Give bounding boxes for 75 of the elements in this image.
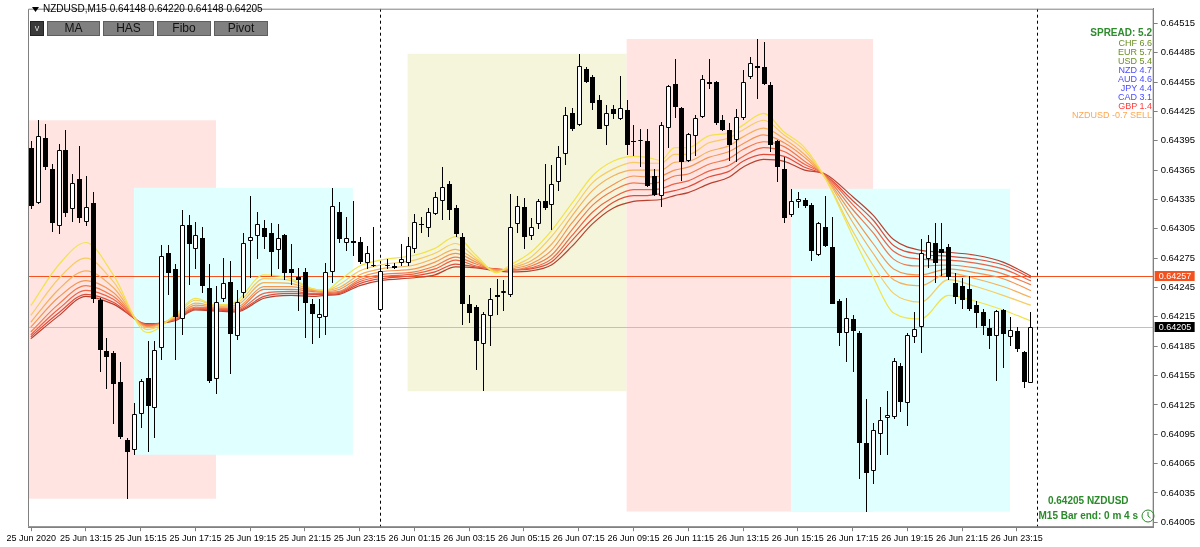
x-tick-label: 26 Jun 11:15 — [662, 533, 714, 544]
candlestick — [385, 259, 390, 269]
x-tick-label: 25 Jun 21:15 — [278, 533, 331, 544]
y-tick-label: 0.64095 — [1160, 427, 1195, 439]
y-tick-label: 0.64305 — [1160, 222, 1195, 234]
x-tick-label: 25 Jun 23:15 — [333, 533, 386, 544]
x-tick-label: 26 Jun 09:15 — [607, 533, 660, 544]
y-tick-label: 0.64485 — [1160, 46, 1195, 58]
y-tick-label: 0.64425 — [1160, 105, 1195, 117]
annotation: 0.64205 NZDUSD — [1046, 494, 1130, 508]
x-tick-label: 26 Jun 15:15 — [771, 533, 824, 544]
chart-title: NZDUSD,M15 0.64148 0.64220 0.64148 0.64205 — [43, 3, 263, 15]
annotation: Pivot — [227, 21, 255, 35]
annotation: SPREAD: 5.2 — [1089, 27, 1152, 39]
annotation: v — [34, 22, 40, 35]
annotation: NZD 4.7 — [1117, 65, 1152, 75]
y-tick-label: 0.64065 — [1160, 457, 1195, 469]
annotation: Fibo — [172, 21, 196, 35]
x-tick-label: 25 Jun 19:15 — [224, 533, 277, 544]
annotation: JPY 4.4 — [1119, 83, 1152, 93]
x-tick-label: 26 Jun 05:15 — [497, 533, 551, 544]
candlestick — [755, 39, 760, 99]
y-tick-label: 0.64215 — [1160, 310, 1195, 322]
ref-line-label: 0.64257 — [1158, 270, 1192, 281]
button[interactable]: Pivot — [214, 21, 268, 36]
y-tick-label: 0.64455 — [1160, 75, 1195, 87]
candlestick — [351, 201, 356, 256]
y-tick-label: 0.64185 — [1160, 339, 1195, 351]
candlestick — [638, 129, 643, 167]
annotation: USD 5.4 — [1117, 56, 1152, 66]
y-tick-label: 0.64125 — [1160, 398, 1195, 410]
button[interactable]: HAS — [103, 21, 154, 36]
candlestick — [885, 391, 890, 455]
y-tick-label: 0.64155 — [1160, 369, 1195, 381]
y-tick-label: 0.64515 — [1160, 17, 1195, 28]
ref-line-label: 0.64205 — [1158, 321, 1192, 332]
annotation: GBP 1.4 — [1117, 101, 1152, 111]
x-tick-label: 25 Jun 15:15 — [114, 533, 167, 544]
annotation: M15 Bar end: 0 m 4 s — [1038, 509, 1138, 523]
annotation: CAD 3.1 — [1117, 92, 1152, 102]
x-tick-label: 26 Jun 17:15 — [826, 533, 879, 544]
candlestick — [495, 279, 500, 315]
button[interactable]: MA — [47, 21, 100, 36]
y-tick-label: 0.64335 — [1160, 193, 1195, 205]
x-tick-label: 26 Jun 03:15 — [443, 533, 496, 544]
candlestick — [501, 280, 506, 311]
x-tick-label: 25 Jun 2020 — [6, 533, 56, 544]
y-tick-label: 0.64275 — [1160, 251, 1195, 263]
y-tick-label: 0.64395 — [1160, 134, 1195, 146]
candlestick — [419, 217, 424, 233]
y-tick-label: 0.64245 — [1160, 281, 1195, 293]
x-tick-label: 26 Jun 07:15 — [552, 533, 605, 544]
annotation: CHF 6.6 — [1117, 38, 1152, 48]
x-tick-label: 26 Jun 01:15 — [388, 533, 441, 544]
annotation: HAS — [116, 21, 141, 35]
candlestick — [289, 244, 294, 285]
annotation: AUD 4.6 — [1117, 74, 1152, 84]
annotation: NZDUSD -0.7 SELL — [1071, 110, 1152, 120]
candlestick — [371, 227, 376, 267]
annotation: EUR 5.7 — [1117, 47, 1152, 57]
x-tick-label: 26 Jun 13:15 — [716, 533, 770, 544]
x-tick-label: 25 Jun 17:15 — [169, 533, 222, 544]
button[interactable]: v — [30, 21, 44, 36]
candlestick — [296, 268, 301, 311]
candlestick — [248, 196, 253, 278]
y-tick-label: 0.64035 — [1160, 486, 1195, 498]
y-tick-label: 0.64365 — [1160, 163, 1195, 175]
candlestick — [707, 59, 712, 89]
x-tick-label: 25 Jun 13:15 — [59, 533, 112, 544]
button[interactable]: Fibo — [157, 21, 211, 36]
y-tick-label: 0.64005 — [1160, 515, 1195, 527]
x-tick-label: 26 Jun 19:15 — [881, 533, 934, 544]
x-tick-label: 26 Jun 23:15 — [990, 533, 1043, 544]
annotation: MA — [64, 21, 83, 35]
x-tick-label: 26 Jun 21:15 — [936, 533, 989, 544]
